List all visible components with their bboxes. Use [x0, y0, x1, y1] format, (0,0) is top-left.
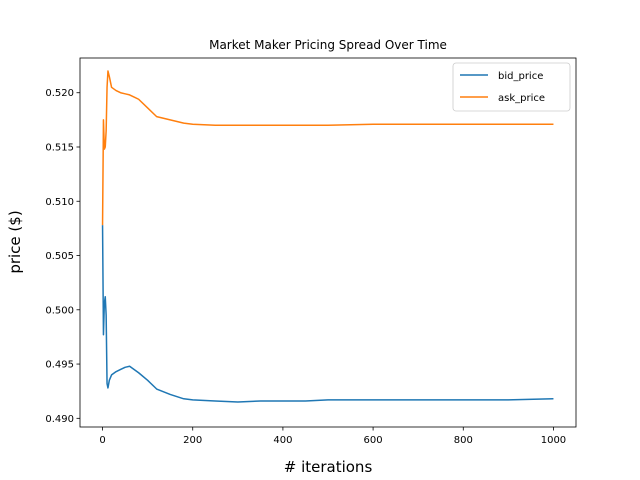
legend: bid_price ask_price	[452, 62, 571, 112]
x-axis-label: # iterations	[284, 458, 373, 476]
x-axis-ticks: 0 200 400 600 800 1000	[99, 427, 566, 446]
series-line-ask-price	[101, 70, 554, 226]
y-axis-label: price ($)	[6, 210, 24, 273]
x-tick-label: 1000	[541, 435, 566, 446]
y-tick-label: 0.520	[45, 88, 74, 99]
y-tick-label: 0.515	[45, 142, 74, 153]
y-tick-label: 0.490	[45, 414, 74, 425]
chart-title: Market Maker Pricing Spread Over Time	[209, 38, 447, 52]
plot-frame	[79, 57, 577, 428]
series-line-bid-price	[101, 225, 554, 403]
y-tick-label: 0.495	[45, 360, 74, 371]
y-tick-label: 0.505	[45, 251, 74, 262]
x-tick-label: 200	[183, 435, 202, 446]
y-tick-label: 0.510	[45, 197, 74, 208]
legend-label-bid-price: bid_price	[498, 71, 543, 82]
x-tick-label: 600	[364, 435, 383, 446]
x-tick-label: 800	[454, 435, 473, 446]
series-lines	[101, 70, 554, 403]
legend-label-ask-price: ask_price	[498, 93, 545, 104]
x-tick-label: 0	[99, 435, 105, 446]
y-tick-label: 0.500	[45, 305, 74, 316]
y-axis-ticks: 0.490 0.495 0.500 0.505 0.510 0.515 0.520	[45, 88, 80, 425]
x-tick-label: 400	[273, 435, 292, 446]
